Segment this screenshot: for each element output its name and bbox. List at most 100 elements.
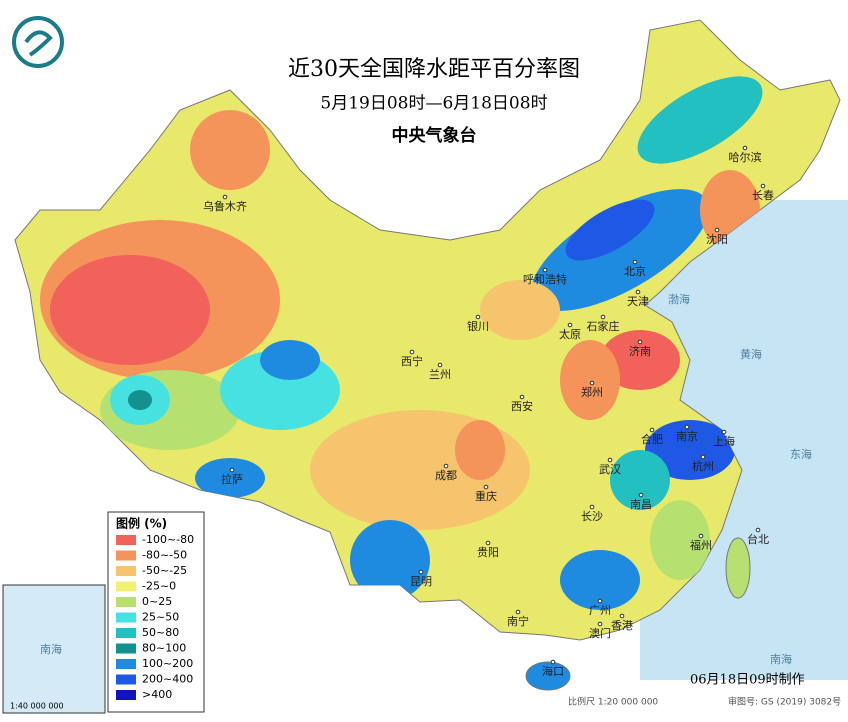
legend-label: 80~100 — [142, 642, 186, 655]
city-label: 重庆 — [475, 489, 497, 503]
city-dot — [698, 533, 704, 539]
review-no: 审图号: GS (2019) 3082号 — [728, 696, 841, 708]
city-dot — [418, 569, 424, 575]
inset: 南海 1:40 000 000 — [2, 584, 106, 714]
city-label: 拉萨 — [221, 472, 243, 486]
city-dot — [515, 609, 521, 615]
city-label: 哈尔滨 — [729, 150, 762, 164]
legend-label: 25~50 — [142, 611, 179, 624]
city-label: 贵阳 — [477, 546, 499, 559]
city-dot — [542, 267, 548, 273]
sea-label: 东海 — [790, 447, 812, 461]
inset-scale: 1:40 000 000 — [10, 702, 64, 711]
legend-label: >400 — [142, 688, 172, 701]
city-dot — [714, 227, 720, 233]
city-label: 昆明 — [410, 575, 432, 588]
city-dot — [437, 362, 443, 368]
legend-swatch — [116, 628, 136, 638]
city-dot — [483, 484, 489, 490]
city-label: 南京 — [676, 429, 698, 443]
legend-swatch — [116, 566, 136, 576]
city-dot — [475, 314, 481, 320]
city-label: 杭州 — [692, 459, 714, 473]
city-dot — [600, 314, 606, 320]
city-dot — [632, 259, 638, 265]
legend: 图例 (%) -100~-80 -80~-50 -50~-25 -25~0 0~25 25… — [107, 511, 205, 713]
city-label: 南宁 — [507, 614, 529, 628]
city-label: 北京 — [624, 264, 646, 278]
title: 近30天全国降水距平百分率图 — [288, 57, 580, 82]
made-time: 06月18日09时制作 — [690, 673, 805, 688]
city-dot — [637, 339, 643, 345]
sea-label: 渤海 — [668, 292, 690, 306]
city-dot — [409, 349, 415, 355]
city-label: 呼和浩特 — [523, 272, 567, 286]
city-dot — [222, 194, 228, 200]
legend-swatch — [116, 597, 136, 607]
city-dot — [550, 659, 556, 665]
city-label: 上海 — [713, 434, 735, 448]
city-label: 长沙 — [581, 510, 603, 523]
city-label: 武汉 — [599, 463, 621, 476]
city-dot — [721, 429, 727, 435]
legend-swatch — [116, 581, 136, 592]
city-dot — [700, 454, 706, 460]
inset-sea: 南海 — [40, 642, 62, 656]
city-dot — [443, 463, 449, 469]
city-dot — [229, 467, 235, 473]
city-dot — [589, 504, 595, 510]
city-label: 海口 — [542, 664, 564, 678]
city-dot — [597, 598, 603, 604]
precip-field — [40, 76, 763, 610]
city-label: 澳门 — [589, 626, 611, 640]
legend-label: -50~-25 — [142, 564, 187, 577]
city-label: 台北 — [747, 532, 769, 546]
city-label: 济南 — [629, 344, 651, 358]
legend-label: 100~200 — [142, 657, 193, 670]
legend-swatch — [116, 690, 136, 700]
city-dot — [635, 289, 641, 295]
legend-label: 0~25 — [142, 595, 172, 608]
hainan — [525, 661, 571, 691]
legend-swatch — [116, 674, 136, 685]
map-scale: 比例尺 1:20 000 000 — [568, 696, 658, 708]
city-label: 合肥 — [641, 432, 663, 446]
city-label: 乌鲁木齐 — [203, 199, 247, 213]
legend-swatch — [116, 659, 136, 669]
logo — [12, 16, 64, 68]
city-label: 广州 — [589, 604, 611, 617]
city-dot — [755, 527, 761, 533]
city-dot — [649, 427, 655, 433]
taiwan — [725, 537, 751, 599]
legend-swatch — [116, 535, 136, 545]
city-dot — [638, 492, 644, 498]
legend-label: -80~-50 — [142, 549, 187, 562]
legend-label: -25~0 — [142, 580, 176, 593]
legend-title: 图例 (%) — [116, 516, 167, 531]
sea-label: 黄海 — [740, 347, 762, 361]
city-dot — [485, 540, 491, 546]
city-label: 西宁 — [401, 354, 423, 368]
inset-box — [2, 584, 106, 714]
city-label: 太原 — [559, 328, 581, 341]
city-dot — [742, 145, 748, 151]
legend-label: -100~-80 — [142, 533, 194, 546]
legend-swatch — [116, 643, 136, 654]
city-dot — [760, 183, 766, 189]
city-label: 沈阳 — [706, 232, 728, 246]
subtitle: 5月19日08时—6月18日08时 — [320, 94, 547, 114]
city-label: 成都 — [435, 469, 457, 482]
agency: 中央气象台 — [392, 125, 477, 146]
city-label: 银川 — [467, 319, 489, 333]
city-label: 香港 — [611, 619, 633, 632]
sea-label: 南海 — [770, 652, 792, 666]
city-dot — [519, 394, 525, 400]
city-label: 石家庄 — [587, 319, 620, 333]
legend-label: 50~80 — [142, 626, 179, 639]
city-dot — [597, 621, 603, 627]
city-label: 长春 — [752, 189, 774, 202]
city-label: 福州 — [690, 538, 712, 552]
legend-swatch — [116, 612, 136, 623]
city-dot — [619, 613, 625, 619]
